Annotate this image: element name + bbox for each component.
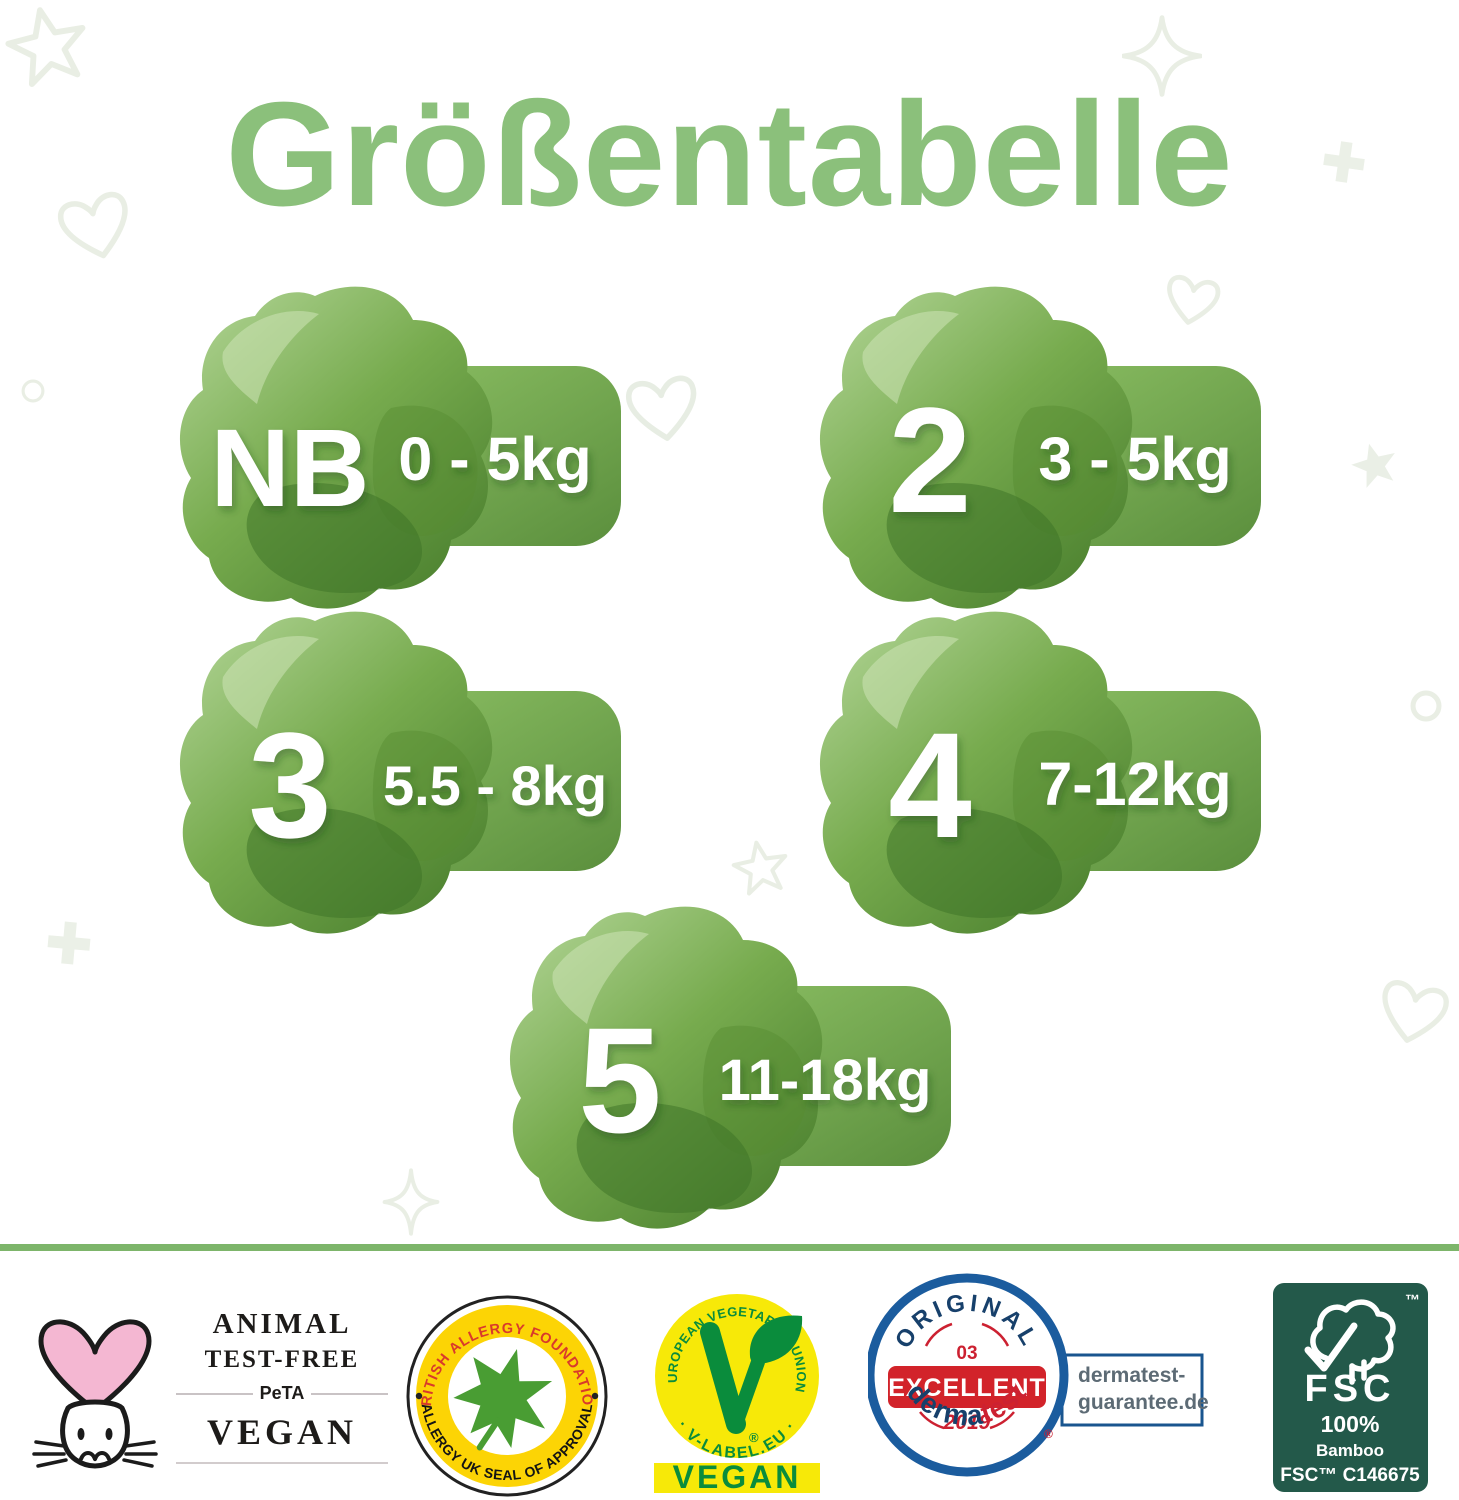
heart-outline-icon [1382,980,1449,1043]
vlabel-reg-mark: ® [749,1430,759,1445]
sparkle-outline-icon [1122,15,1202,97]
peta-vegan-label: VEGAN [206,1412,357,1452]
dermatest-reg-mark: ® [1044,1427,1053,1441]
size-range: 5.5 - 8kg [383,754,607,817]
fsc-percent-label: 100% [1321,1411,1380,1437]
peta-vegan-badge: ANIMAL TEST-FREE PeTA VEGAN [28,1296,390,1488]
excellent-banner-rect [888,1366,1046,1408]
heart-outline-icon [1167,274,1221,325]
divider [176,1462,388,1464]
separator-line [0,1244,1459,1251]
peta-testfree-label: TEST-FREE [204,1346,360,1373]
size-range: 7-12kg [1038,750,1231,818]
red-arc-decoration [919,1411,1015,1430]
guarantee-url-line1: dermatest- [1078,1364,1185,1387]
size-badge-nb: NB 0 - 5kg [175,280,645,615]
star-outline-icon [731,840,788,896]
peta-brand-row: PeTA [176,1383,388,1404]
heart-outline-icon [57,191,128,259]
heart-outline-icon [626,375,697,441]
allergy-uk-seal: BRITISH ALLERGY FOUNDATION ALLERGY UK SE… [405,1294,608,1497]
bunny-heart-icon [32,1319,158,1469]
fsc-badge: ™ FSC 100% Bamboo FSC™ C146675 [1273,1283,1428,1492]
peta-animal-label: ANIMAL [212,1308,352,1340]
divider [176,1392,253,1395]
size-badge-3: 3 5.5 - 8kg [175,605,645,940]
size-range: 11-18kg [719,1048,932,1113]
size-range: 3 - 5kg [1038,425,1231,493]
size-badge-5: 5 11-18kg [505,900,975,1235]
leaf-icon [453,1349,553,1451]
vegan-banner-label: VEGAN [673,1459,802,1494]
size-badge-2: 2 3 - 5kg [815,280,1285,615]
size-label: 4 [888,701,971,869]
size-badge-4: 4 7-12kg [815,605,1285,940]
size-label: 2 [888,376,971,544]
red-arc-decoration [924,1322,1010,1347]
peta-brand-label: PeTA [259,1383,305,1403]
fsc-name-label: FSC [1305,1368,1396,1410]
divider [311,1392,388,1395]
fsc-tree-check-icon [1304,1299,1396,1385]
fsc-tm-mark: ™ [1405,1292,1420,1309]
peta-text-block: ANIMAL TEST-FREE PeTA VEGAN [176,1308,388,1464]
star-outline-icon [5,7,86,88]
size-label: NB [211,407,370,530]
dermatest-year: 2019 [943,1411,991,1434]
circle-outline-icon [1410,690,1442,722]
fsc-license-label: FSC™ C146675 [1280,1465,1420,1486]
size-label: 3 [248,701,331,869]
page-title: Größentabelle [225,72,1234,237]
circle-outline-icon [21,379,45,403]
plus-icon [47,921,91,965]
fsc-material-label: Bamboo [1316,1441,1384,1460]
sparkle-outline-icon [382,1168,440,1236]
guarantee-box [1060,1353,1204,1427]
dermatest-badge: dermatest- guarantee.de ORIGINAL 03 EXCE… [868,1273,1209,1477]
guarantee-url-line2: guarantee.de [1078,1391,1209,1414]
star-filled-icon [1351,443,1395,488]
size-range: 0 - 5kg [398,425,591,493]
v-label-badge: EUROPEAN VEGETARIAN UNION · V-LABEL.EU ·… [652,1292,820,1494]
v-leaf-icon [700,1315,803,1434]
vegan-banner-rect [654,1463,820,1493]
excellent-label: EXCELLENT [888,1374,1046,1402]
plus-icon [1323,141,1365,183]
dermatest-number: 03 [956,1343,977,1364]
size-label: 5 [578,996,661,1164]
